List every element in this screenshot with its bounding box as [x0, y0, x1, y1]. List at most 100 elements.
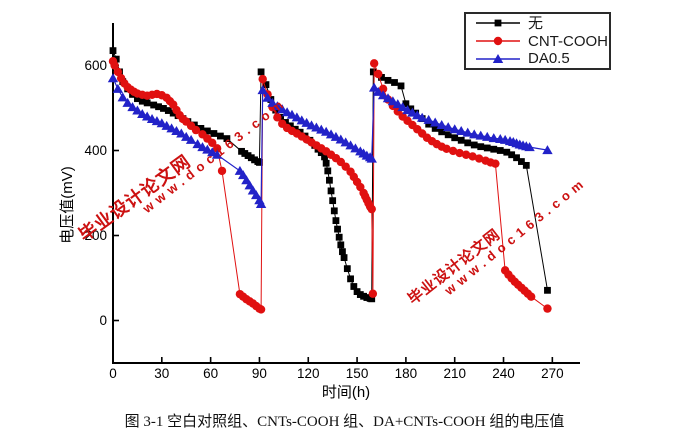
square-marker-icon [262, 81, 270, 89]
square-marker-icon [164, 107, 172, 114]
square-marker-icon [327, 187, 335, 195]
triangle-marker-icon [392, 99, 403, 109]
circle-marker-icon [468, 152, 477, 161]
square-marker-icon [425, 120, 433, 128]
triangle-marker-icon [429, 117, 441, 127]
square-marker-icon [407, 105, 415, 113]
triangle-marker-icon [423, 114, 434, 124]
triangle-marker-icon [185, 134, 197, 144]
x-tick-label: 30 [154, 366, 169, 381]
square-marker-icon [347, 275, 354, 283]
triangle-marker-icon [368, 82, 380, 92]
circle-marker-icon [368, 289, 378, 298]
square-marker-icon [503, 148, 511, 156]
square-marker-icon [109, 47, 117, 55]
square-marker-icon [332, 217, 340, 225]
triangle-marker-icon [462, 127, 473, 137]
triangle-marker-icon [382, 93, 394, 103]
triangle-marker-icon [482, 131, 493, 141]
triangle-marker-icon [456, 125, 467, 135]
square-marker-icon [317, 149, 325, 157]
square-marker-icon [324, 167, 332, 175]
square-marker-icon [134, 95, 141, 103]
triangle-marker-icon [181, 131, 192, 141]
triangle-marker-icon [442, 122, 454, 132]
triangle-marker-icon [542, 145, 553, 155]
square-marker-icon [402, 100, 410, 108]
circle-marker-icon [493, 36, 503, 46]
square-marker-icon [160, 105, 167, 112]
x-tick-label: 150 [346, 366, 369, 381]
y-tick-label: 0 [99, 313, 107, 328]
triangle-marker-icon [132, 105, 143, 115]
square-marker-icon [490, 145, 498, 153]
triangle-marker-icon [176, 128, 187, 138]
square-marker-icon [508, 151, 516, 159]
circle-marker-icon [378, 84, 388, 94]
triangle-marker-icon [340, 137, 351, 147]
circle-marker-icon [113, 67, 123, 77]
legend-entry-da05: DA0.5 [466, 50, 609, 67]
series-1-group [108, 57, 552, 314]
triangle-marker-icon [117, 92, 128, 102]
circle-marker-icon [367, 204, 376, 214]
series-2-group [107, 73, 553, 209]
triangle-marker-icon [107, 73, 119, 83]
legend-label: CNT-COOH [528, 32, 608, 50]
circle-marker-icon [526, 292, 536, 301]
triangle-marker-icon [255, 199, 267, 209]
triangle-marker-icon [272, 101, 283, 111]
triangle-marker-icon [488, 133, 499, 143]
square-marker-icon [321, 153, 328, 161]
square-marker-icon [513, 154, 520, 162]
triangle-marker-icon [387, 96, 399, 106]
legend-box: 无 CNT-COOH DA0.5 [464, 12, 611, 70]
circle-marker-icon [543, 304, 552, 313]
triangle-marker-icon [267, 97, 278, 107]
circle-marker-icon [474, 154, 484, 163]
circle-marker-icon [256, 305, 266, 314]
legend-entry-blank: 无 [466, 15, 609, 32]
square-marker-icon [329, 197, 337, 205]
triangle-marker-icon [373, 86, 384, 96]
square-marker-icon [457, 136, 465, 144]
square-marker-icon [451, 134, 459, 142]
triangle-marker-icon [262, 92, 273, 102]
square-marker-icon [384, 76, 392, 84]
square-marker-icon [150, 101, 158, 109]
square-marker-icon [477, 143, 485, 151]
square-marker-icon [143, 99, 151, 107]
triangle-marker-icon [416, 112, 428, 122]
square-marker-icon [483, 144, 491, 152]
circle-marker-icon [258, 74, 267, 84]
square-marker-icon [343, 265, 351, 273]
legend-label: 无 [528, 14, 544, 32]
triangle-marker-icon [449, 124, 460, 134]
triangle-marker-icon [291, 112, 303, 122]
square-marker-icon [326, 176, 333, 184]
legend-marker-circle-icon [476, 36, 520, 46]
x-tick-label: 180 [395, 366, 418, 381]
square-marker-icon [438, 128, 446, 136]
circle-marker-icon [374, 69, 383, 79]
circle-marker-icon [448, 146, 458, 156]
triangle-marker-icon [277, 104, 288, 114]
square-marker-icon [256, 159, 263, 166]
figure-caption: 图 3-1 空白对照组、CNTs-COOH 组、DA+CNTs-COOH 组的电… [124, 414, 565, 430]
triangle-marker-icon [257, 85, 268, 95]
square-marker-icon [223, 135, 231, 142]
x-axis-title: 时间(h) [321, 384, 371, 401]
y-tick-label: 600 [84, 58, 107, 73]
triangle-marker-icon [350, 143, 361, 153]
square-marker-icon [391, 79, 398, 86]
circle-marker-icon [491, 159, 500, 168]
square-marker-icon [518, 158, 525, 165]
square-marker-icon [337, 241, 345, 249]
square-marker-icon [335, 233, 343, 241]
square-marker-icon [444, 131, 452, 139]
triangle-marker-icon [397, 102, 408, 112]
square-marker-icon [397, 82, 405, 90]
square-marker-icon [340, 254, 348, 261]
